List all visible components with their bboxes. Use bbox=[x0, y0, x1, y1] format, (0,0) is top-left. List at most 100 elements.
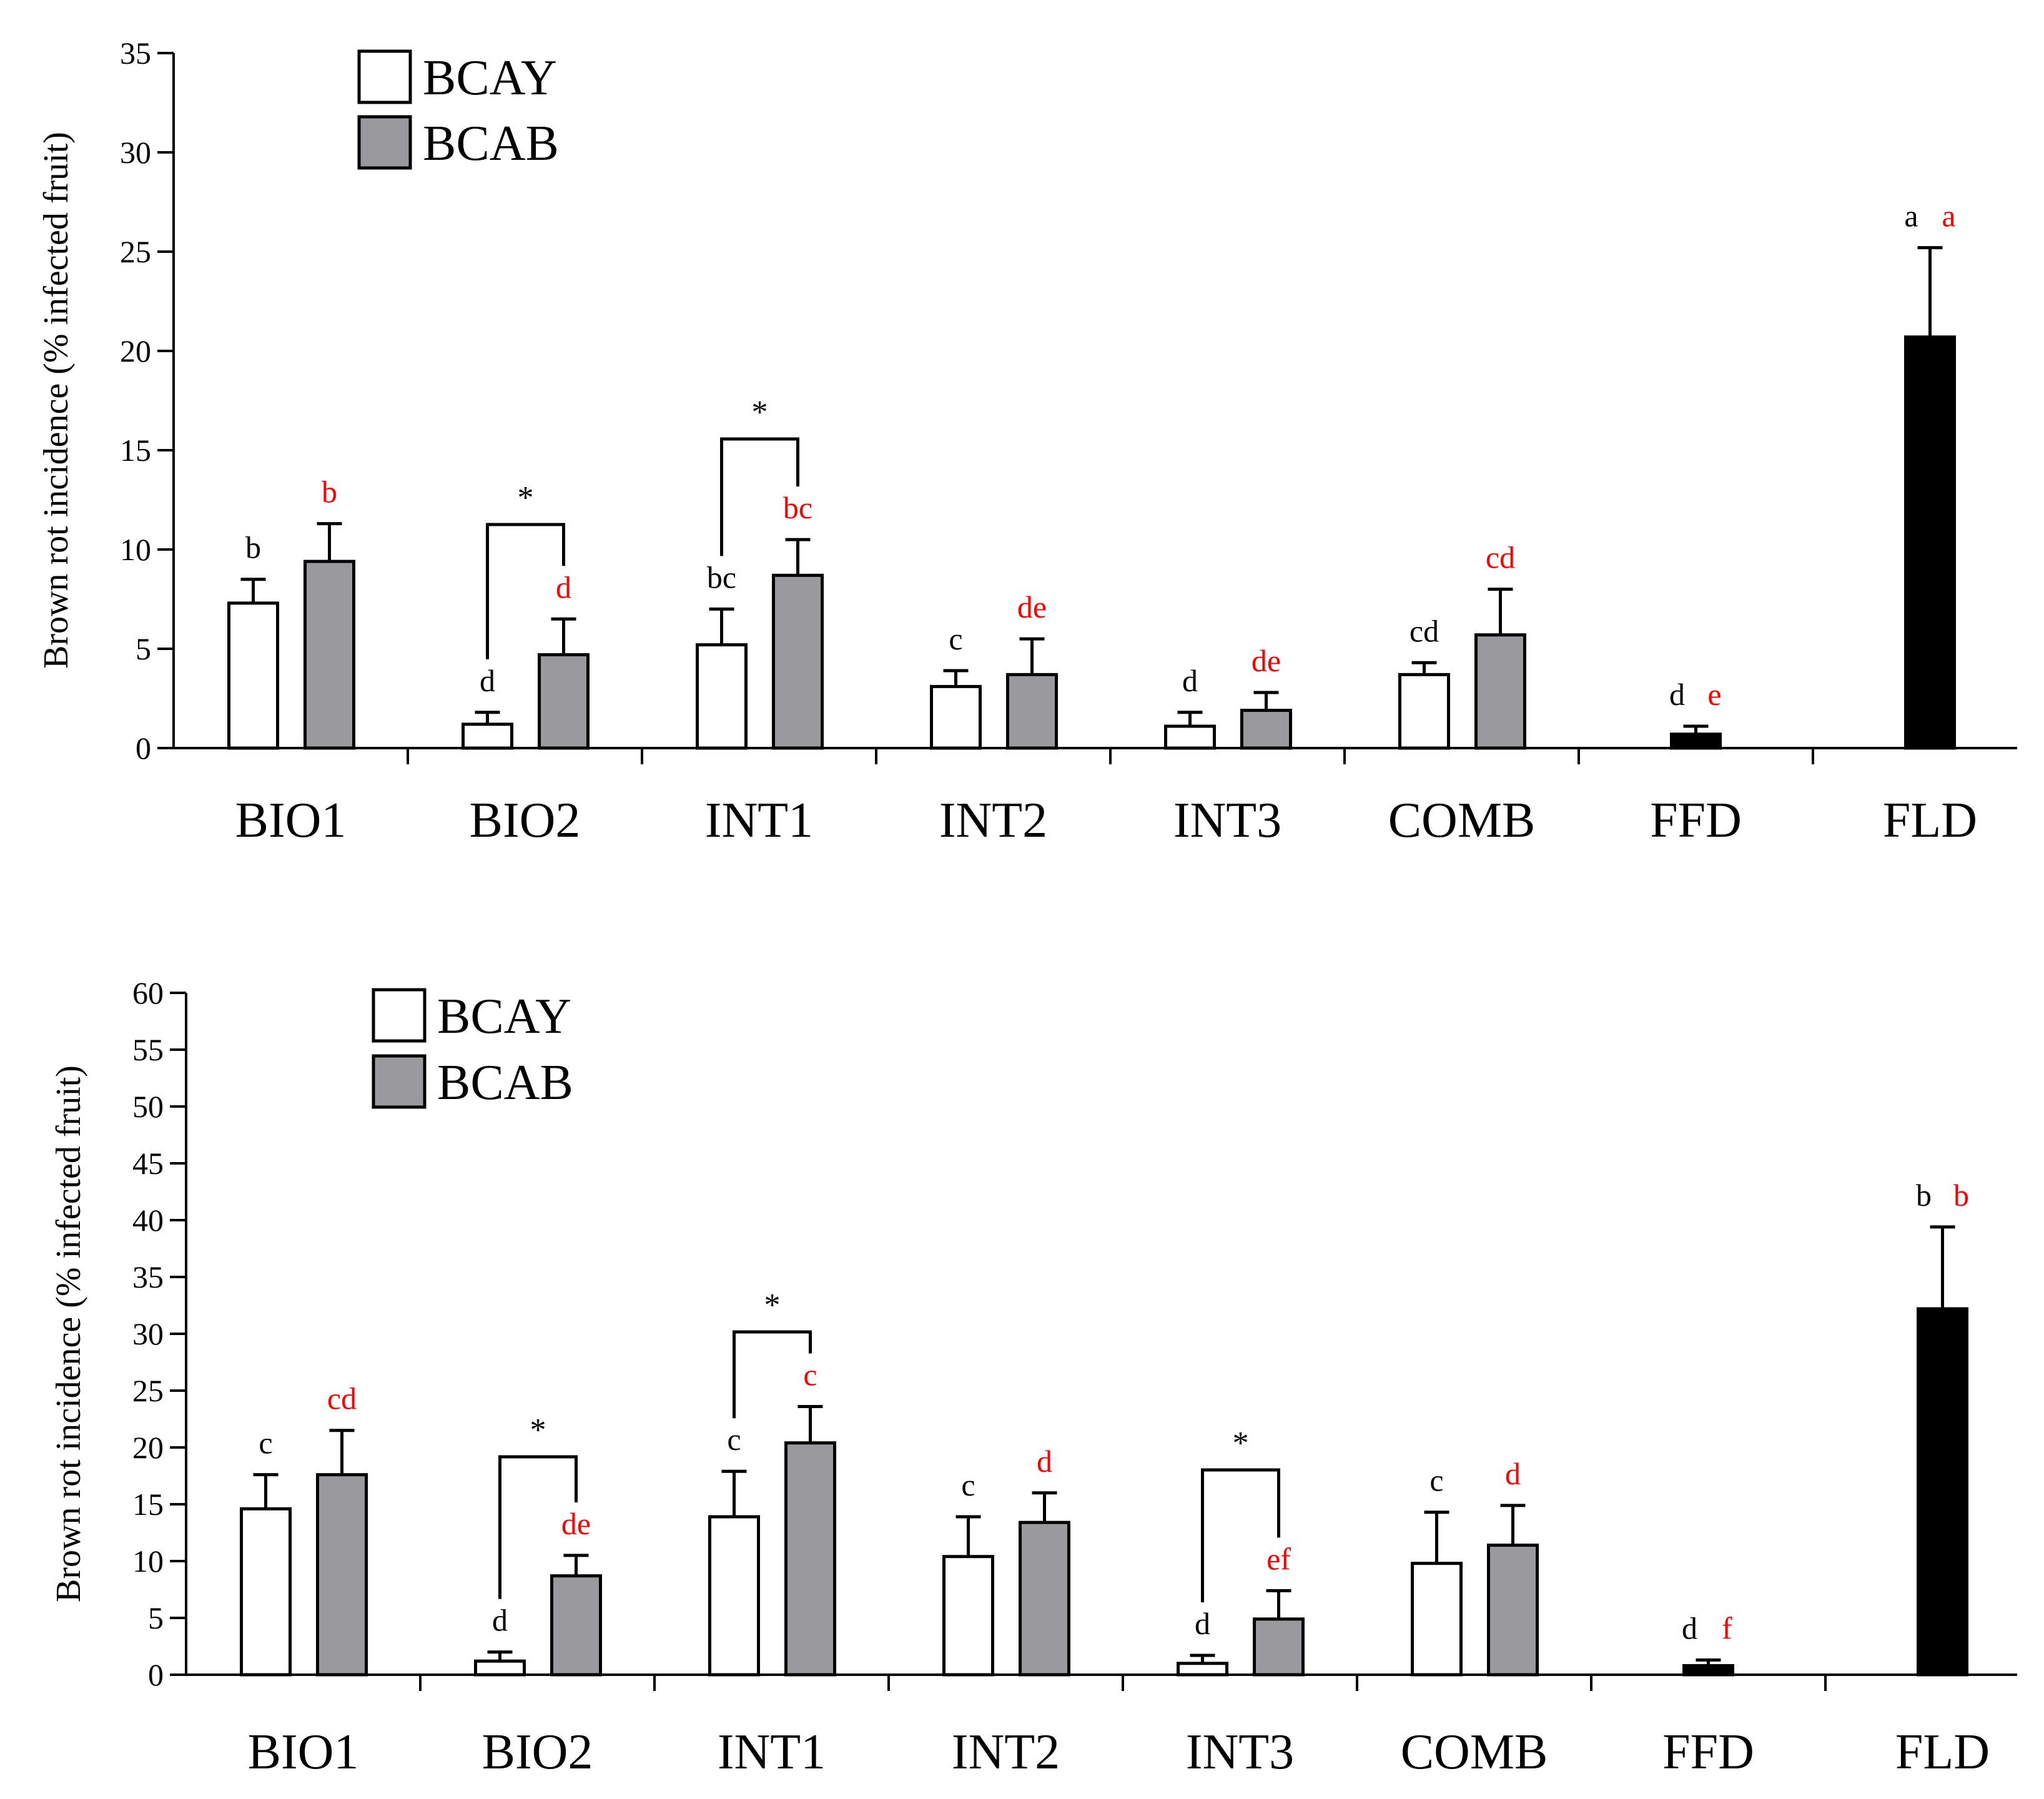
bar-bcay-bio1 bbox=[240, 1507, 292, 1677]
significance-bracket bbox=[720, 437, 799, 556]
x-tick-label-bio1: BIO1 bbox=[235, 793, 347, 848]
x-tick-label-fld: FLD bbox=[1883, 793, 1977, 848]
legend-swatch-bcab bbox=[372, 1054, 427, 1109]
y-tick-label: 25 bbox=[120, 234, 151, 269]
letter-reference-bcab: e bbox=[1707, 677, 1721, 712]
y-tick-label: 20 bbox=[132, 1430, 164, 1465]
bar-bcay-int3 bbox=[1164, 724, 1216, 750]
x-tick-label-comb: COMB bbox=[1401, 1725, 1548, 1780]
letter-bcay: c bbox=[1429, 1463, 1443, 1498]
y-tick-label: 5 bbox=[148, 1600, 164, 1635]
legend-label-bcab: BCAB bbox=[423, 116, 559, 171]
bar-bcab-comb bbox=[1474, 633, 1526, 750]
bar-bcab-comb bbox=[1487, 1544, 1539, 1677]
y-tick-label: 45 bbox=[132, 1146, 164, 1181]
y-tick-label: 5 bbox=[136, 631, 151, 666]
y-tick-label: 15 bbox=[132, 1487, 164, 1522]
letter-bcay: d bbox=[1195, 1606, 1210, 1641]
x-tick-label-bio2: BIO2 bbox=[470, 793, 581, 848]
bar-bcab-bio1 bbox=[316, 1473, 368, 1677]
letter-bcab: d bbox=[1037, 1444, 1052, 1479]
significance-star: * bbox=[752, 395, 768, 430]
bar-bcab-int3 bbox=[1253, 1617, 1305, 1677]
letter-bcay: c bbox=[961, 1467, 975, 1502]
x-tick-label-int1: INT1 bbox=[705, 793, 813, 848]
x-tick-label-int2: INT2 bbox=[939, 793, 1047, 848]
bar-bcay-int2 bbox=[930, 684, 982, 750]
y-tick-label: 0 bbox=[148, 1657, 164, 1692]
y-tick-label: 30 bbox=[120, 135, 151, 170]
legend: BCAY BCAB bbox=[357, 49, 559, 171]
letter-reference-bcay: b bbox=[1916, 1178, 1932, 1213]
bar-bcay-comb bbox=[1411, 1562, 1463, 1677]
bar-bcay-int3 bbox=[1177, 1662, 1228, 1677]
y-tick-label: 50 bbox=[132, 1089, 164, 1124]
x-tick-label-int3: INT3 bbox=[1186, 1725, 1294, 1780]
y-tick-label: 25 bbox=[132, 1373, 164, 1408]
y-tick-label: 10 bbox=[132, 1544, 164, 1579]
bar-bcay-comb bbox=[1398, 673, 1450, 750]
letter-bcab: bc bbox=[783, 490, 812, 525]
letter-bcay: d bbox=[1182, 663, 1198, 698]
letter-bcay: d bbox=[480, 663, 495, 698]
letter-bcab: b bbox=[322, 475, 337, 510]
legend-label-bcay: BCAY bbox=[437, 989, 571, 1044]
letter-bcay: c bbox=[727, 1422, 741, 1457]
letter-bcay: cd bbox=[1410, 613, 1439, 648]
letter-reference-bcay: d bbox=[1682, 1610, 1697, 1645]
bar-bcay-bio2 bbox=[462, 722, 513, 750]
bar-bcay-int2 bbox=[942, 1555, 994, 1677]
letter-bcab: cd bbox=[327, 1381, 357, 1416]
bar-bcay-bio2 bbox=[474, 1659, 526, 1677]
significance-bracket bbox=[1201, 1468, 1280, 1603]
bar-bcab-int2 bbox=[1019, 1521, 1070, 1677]
significance-bracket bbox=[486, 523, 565, 659]
bar-bcab-int1 bbox=[772, 573, 824, 750]
y-tick-label: 30 bbox=[132, 1316, 164, 1351]
letter-bcay: b bbox=[245, 530, 261, 565]
y-tick-label: 35 bbox=[132, 1259, 164, 1294]
x-tick-label-comb: COMB bbox=[1388, 793, 1536, 848]
significance-star: * bbox=[1233, 1426, 1249, 1461]
letter-bcab: d bbox=[556, 569, 571, 604]
letter-bcab: ef bbox=[1266, 1541, 1291, 1576]
y-tick-label: 20 bbox=[120, 333, 151, 368]
bar-reference-ffd bbox=[1670, 732, 1722, 750]
bar-bcay-int1 bbox=[696, 643, 748, 750]
x-tick-label-int1: INT1 bbox=[718, 1725, 826, 1780]
chart-panel-1: 0 5 10 15 20 25 30 35 Brown rot incidence (% inf… bbox=[37, 36, 2017, 848]
letter-bcab: d bbox=[1505, 1456, 1521, 1491]
bar-bcab-bio2 bbox=[550, 1574, 602, 1677]
x-tick-label-ffd: FFD bbox=[1650, 793, 1742, 848]
x-tick-label-ffd: FFD bbox=[1662, 1725, 1754, 1780]
letter-reference-bcay: a bbox=[1904, 199, 1918, 234]
legend-swatch-bcay bbox=[372, 988, 427, 1043]
legend: BCAY BCAB bbox=[372, 988, 573, 1110]
letter-bcab: c bbox=[803, 1357, 817, 1392]
significance-star: * bbox=[530, 1412, 546, 1448]
letter-bcay: c bbox=[949, 621, 962, 656]
letter-reference-bcab: a bbox=[1942, 199, 1955, 234]
y-tick-label: 0 bbox=[136, 731, 151, 766]
significance-star: * bbox=[764, 1288, 781, 1323]
letter-bcay: d bbox=[492, 1603, 508, 1638]
letter-bcab: de bbox=[1252, 643, 1281, 678]
x-tick-label-int2: INT2 bbox=[952, 1725, 1060, 1780]
significance-star: * bbox=[518, 480, 534, 516]
y-tick-label: 35 bbox=[120, 36, 151, 71]
x-tick-label-int3: INT3 bbox=[1173, 793, 1281, 848]
letter-bcay: bc bbox=[707, 559, 736, 594]
bar-bcab-int1 bbox=[784, 1441, 836, 1677]
letter-bcab: de bbox=[1017, 589, 1047, 624]
bar-bcab-bio1 bbox=[304, 559, 355, 750]
significance-bracket bbox=[498, 1455, 578, 1599]
bar-bcab-bio2 bbox=[538, 653, 590, 750]
letter-reference-bcay: d bbox=[1669, 677, 1685, 712]
letter-bcab: cd bbox=[1486, 540, 1515, 575]
significance-bracket bbox=[733, 1330, 812, 1419]
y-axis-title: Brown rot incidence (% infected fruit) bbox=[37, 132, 76, 669]
bar-reference-ffd bbox=[1682, 1663, 1734, 1677]
bar-reference-fld bbox=[1904, 335, 1956, 750]
y-tick-label: 15 bbox=[120, 433, 151, 468]
